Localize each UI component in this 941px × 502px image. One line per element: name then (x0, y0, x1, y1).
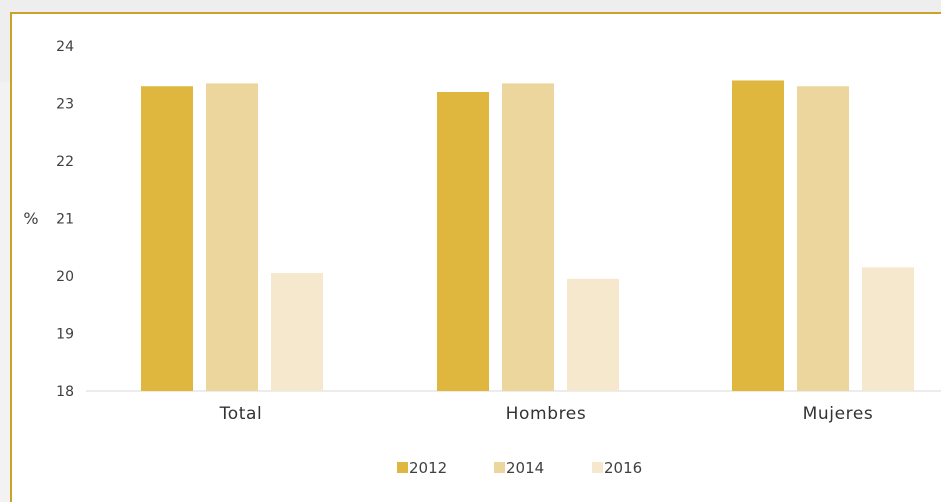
y-tick-label: 23 (56, 97, 74, 113)
bar-total-2014 (206, 83, 258, 391)
category-label: Total (219, 404, 263, 424)
y-axis: 18 19 20 21 22 23 24 (56, 39, 74, 400)
legend-label-2016: 2016 (604, 459, 642, 477)
bar-total-2012 (141, 86, 193, 391)
y-tick-label: 20 (56, 269, 74, 285)
bar-hombres-2014 (502, 83, 554, 391)
legend-label-2014: 2014 (506, 459, 544, 477)
bar-mujeres-2014 (797, 86, 849, 391)
legend: 2012 2014 2016 (397, 459, 642, 477)
bars (141, 80, 914, 391)
legend-swatch-2016 (592, 462, 603, 473)
y-tick-label: 18 (56, 384, 74, 400)
y-tick-label: 22 (56, 154, 74, 170)
bar-mujeres-2016 (862, 267, 914, 391)
bar-hombres-2016 (567, 278, 619, 391)
legend-swatch-2014 (494, 462, 505, 473)
legend-swatch-2012 (397, 462, 408, 473)
category-label: Hombres (506, 404, 587, 424)
y-tick-label: 21 (56, 212, 74, 228)
y-tick-label: 24 (56, 39, 74, 55)
bar-chart: 18 19 20 21 22 23 24 % Total Hombres Mujeres 201… (23, 39, 941, 477)
bar-total-2016 (271, 273, 323, 391)
category-label: Mujeres (803, 404, 874, 424)
category-labels: Total Hombres Mujeres (219, 404, 874, 424)
bar-hombres-2012 (437, 92, 489, 391)
y-axis-label: % (23, 209, 38, 228)
y-tick-label: 19 (56, 327, 74, 343)
bar-mujeres-2012 (732, 80, 784, 391)
legend-label-2012: 2012 (409, 459, 447, 477)
